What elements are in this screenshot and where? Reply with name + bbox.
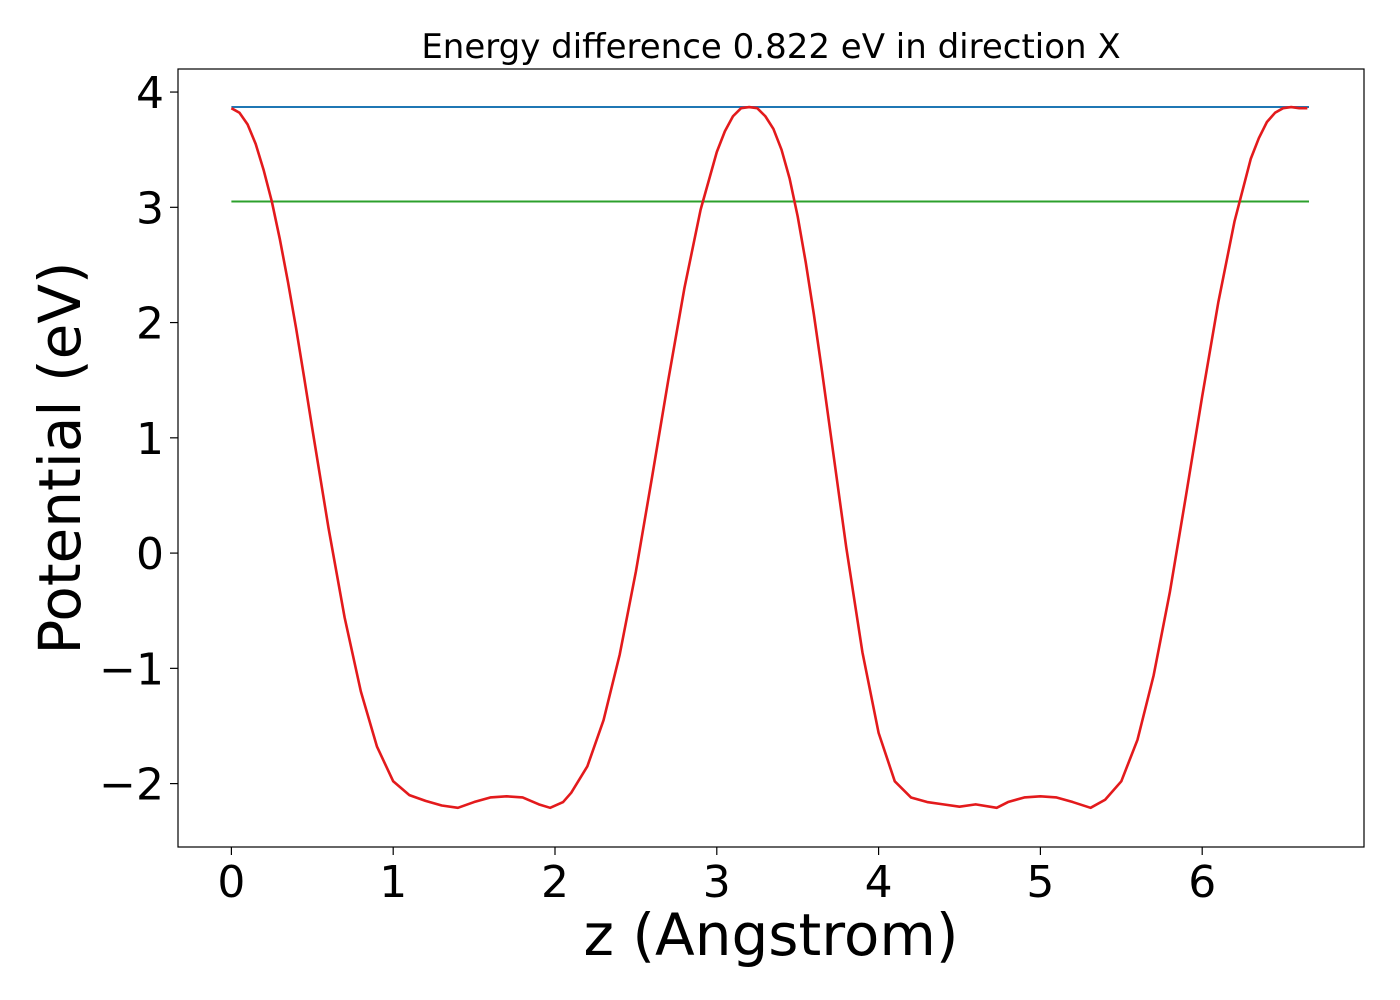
- y-axis-ticks: −2 −1 0 1 2 3 4: [99, 68, 178, 811]
- x-tick-label: 5: [1026, 857, 1054, 908]
- y-tick-label: 0: [136, 529, 164, 580]
- y-tick-label: 3: [136, 183, 164, 234]
- series-layer: [230, 105, 1309, 810]
- y-tick-label: 2: [136, 299, 164, 350]
- plot-frame: [177, 68, 1365, 848]
- x-axis-label: z (Angstrom): [584, 901, 959, 969]
- x-tick-label: 3: [703, 857, 731, 908]
- y-axis-label: Potential (eV): [26, 261, 94, 654]
- y-tick-label: 4: [136, 68, 164, 119]
- series-line-0: [230, 105, 1308, 810]
- x-tick-label: 1: [379, 857, 407, 908]
- y-tick-label: 1: [136, 414, 164, 465]
- x-tick-label: 6: [1188, 857, 1216, 908]
- x-tick-label: 4: [865, 857, 893, 908]
- y-tick-label: −1: [99, 644, 164, 695]
- y-tick-label: −2: [99, 760, 164, 811]
- chart-title: Energy difference 0.822 eV in direction …: [421, 27, 1120, 67]
- x-tick-label: 0: [217, 857, 245, 908]
- x-axis-ticks: 0 1 2 3 4 5 6: [217, 847, 1216, 908]
- x-tick-label: 2: [541, 857, 569, 908]
